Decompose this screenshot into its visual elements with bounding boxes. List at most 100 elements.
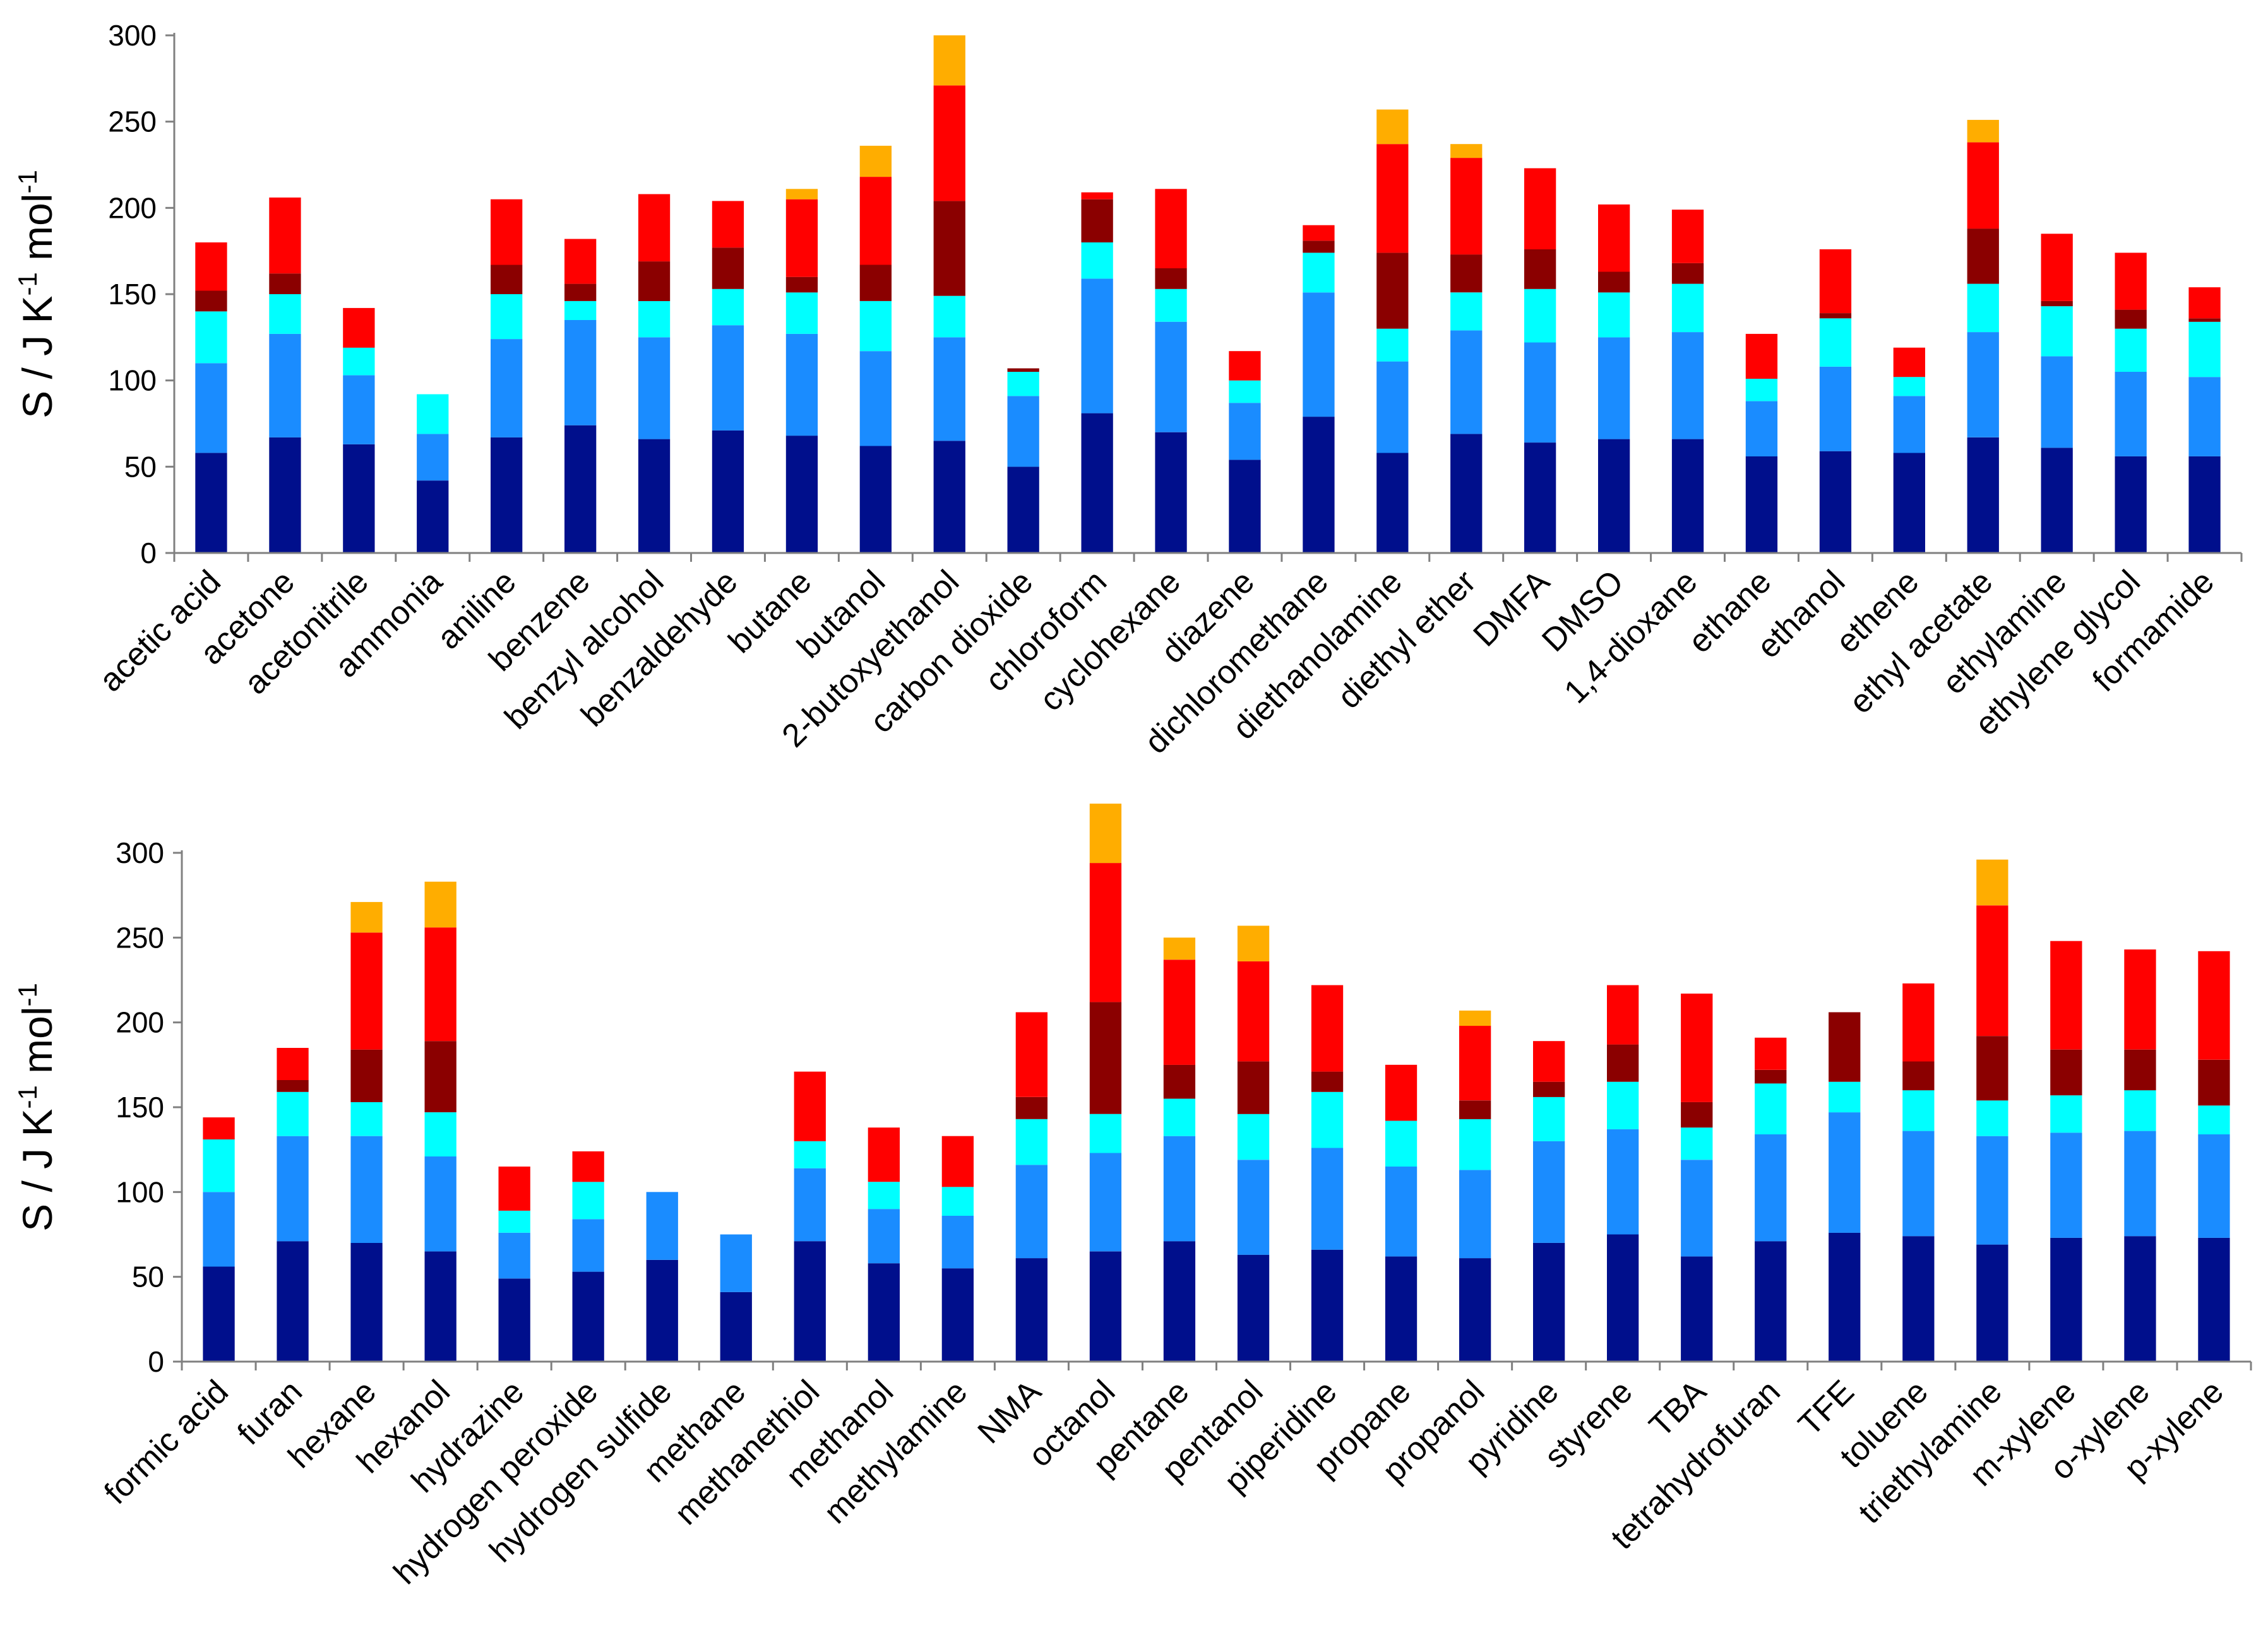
bar-segment [1459, 1010, 1491, 1026]
bar-segment [2115, 372, 2147, 456]
bar-segment [2050, 1095, 2082, 1133]
bar-segment [343, 375, 375, 444]
bar-segment [646, 1259, 678, 1362]
bar-segment [424, 1041, 457, 1112]
bar-segment [564, 320, 597, 425]
bar-segment [2188, 377, 2221, 456]
bar-segment [2124, 1049, 2156, 1091]
bar-segment [1967, 332, 1999, 437]
bar-segment [1902, 1236, 1935, 1362]
bar-segment [941, 1268, 974, 1362]
bar-segment [1385, 1064, 1418, 1121]
y-tick-label: 0 [140, 537, 157, 569]
bar-segment [1598, 204, 1630, 272]
bar-segment [1524, 342, 1556, 443]
bar-segment [343, 444, 375, 553]
bar-segment [572, 1151, 604, 1182]
bar-segment [1459, 1170, 1491, 1259]
bar-segment [638, 439, 671, 553]
bar-segment [1681, 1127, 1713, 1160]
bar-segment [1598, 439, 1630, 553]
bar-segment [1155, 268, 1187, 289]
bar-segment [2198, 1134, 2230, 1238]
bar-segment [1237, 1061, 1270, 1114]
bar-segment [2050, 1237, 2082, 1362]
bar-segment [491, 294, 523, 340]
y-tick-label: 300 [108, 19, 157, 52]
bar-segment [417, 480, 449, 553]
bar-segment [424, 1112, 457, 1156]
bar-segment [2198, 951, 2230, 1060]
y-tick-label: 0 [148, 1345, 164, 1378]
bar-segment [1081, 413, 1113, 553]
bar-segment [1671, 332, 1704, 439]
bar-segment [1459, 1026, 1491, 1101]
bar-segment [1385, 1167, 1418, 1257]
bar-segment [1745, 456, 1778, 553]
bar-segment [785, 276, 818, 293]
bar-segment [1089, 863, 1122, 1002]
bar-segment [203, 1192, 235, 1267]
bar-segment [498, 1167, 530, 1211]
bar-segment [1893, 377, 1925, 396]
bar-segment [1229, 380, 1261, 403]
x-category-label: formic acid [97, 1373, 236, 1511]
bar-segment [269, 333, 301, 437]
bar-segment [1459, 1100, 1491, 1119]
bar-segment [1902, 983, 1935, 1062]
bar-segment [1311, 1091, 1344, 1148]
bar-segment [1229, 351, 1261, 381]
bar-segment [1015, 1258, 1047, 1362]
bar-segment [1681, 1160, 1713, 1257]
bar-segment [933, 85, 965, 201]
y-tick-label: 150 [108, 278, 157, 311]
bar-segment [1163, 960, 1196, 1065]
bar-segment [491, 264, 523, 294]
bar-segment [1755, 1241, 1787, 1362]
bar-segment [498, 1210, 530, 1233]
bar-segment [1089, 1114, 1122, 1153]
bar-segment [195, 363, 227, 453]
bar-segment [498, 1232, 530, 1279]
bar-segment [868, 1127, 900, 1182]
bar-segment [2041, 300, 2073, 307]
bar-segment [1967, 142, 1999, 229]
bar-segment [1755, 1037, 1787, 1070]
bar-segment [195, 311, 227, 364]
bar-segment [1819, 249, 1852, 313]
bar-segment [785, 189, 818, 199]
bar-segment [350, 1102, 383, 1136]
bar-segment [350, 932, 383, 1050]
bar-segment [277, 1080, 309, 1092]
bar-segment [1089, 1002, 1122, 1114]
bar-segment [2188, 321, 2221, 377]
bar-segment [572, 1219, 604, 1272]
bar-segment [1967, 229, 1999, 284]
bar-segment [277, 1136, 309, 1242]
bar-segment [1450, 158, 1483, 255]
bar-segment [203, 1117, 235, 1139]
bar-segment [1163, 1098, 1196, 1136]
bar-segment [712, 288, 744, 326]
bar-segment [1829, 1081, 1861, 1113]
bar-segment [1745, 333, 1778, 379]
bar-segment [1081, 192, 1113, 199]
bar-segment [1745, 401, 1778, 456]
bar-segment [941, 1215, 974, 1269]
bar-segment [1163, 1136, 1196, 1242]
bar-segment [2115, 328, 2147, 372]
bar-segment [1829, 1012, 1861, 1082]
bar-segment [2115, 309, 2147, 329]
bar-segment [1311, 1249, 1344, 1362]
bar-segment [1376, 453, 1409, 553]
bar-segment [868, 1263, 900, 1362]
bar-segment [2188, 318, 2221, 322]
bar-segment [203, 1266, 235, 1362]
bar-segment [1163, 1241, 1196, 1362]
bar-segment [277, 1091, 309, 1136]
bar-segment [1893, 453, 1925, 553]
bar-segment [350, 1049, 383, 1102]
bar-segment [1598, 337, 1630, 439]
y-axis-title: S / J K-1 mol-1 [13, 170, 61, 419]
bar-segment [1385, 1120, 1418, 1167]
